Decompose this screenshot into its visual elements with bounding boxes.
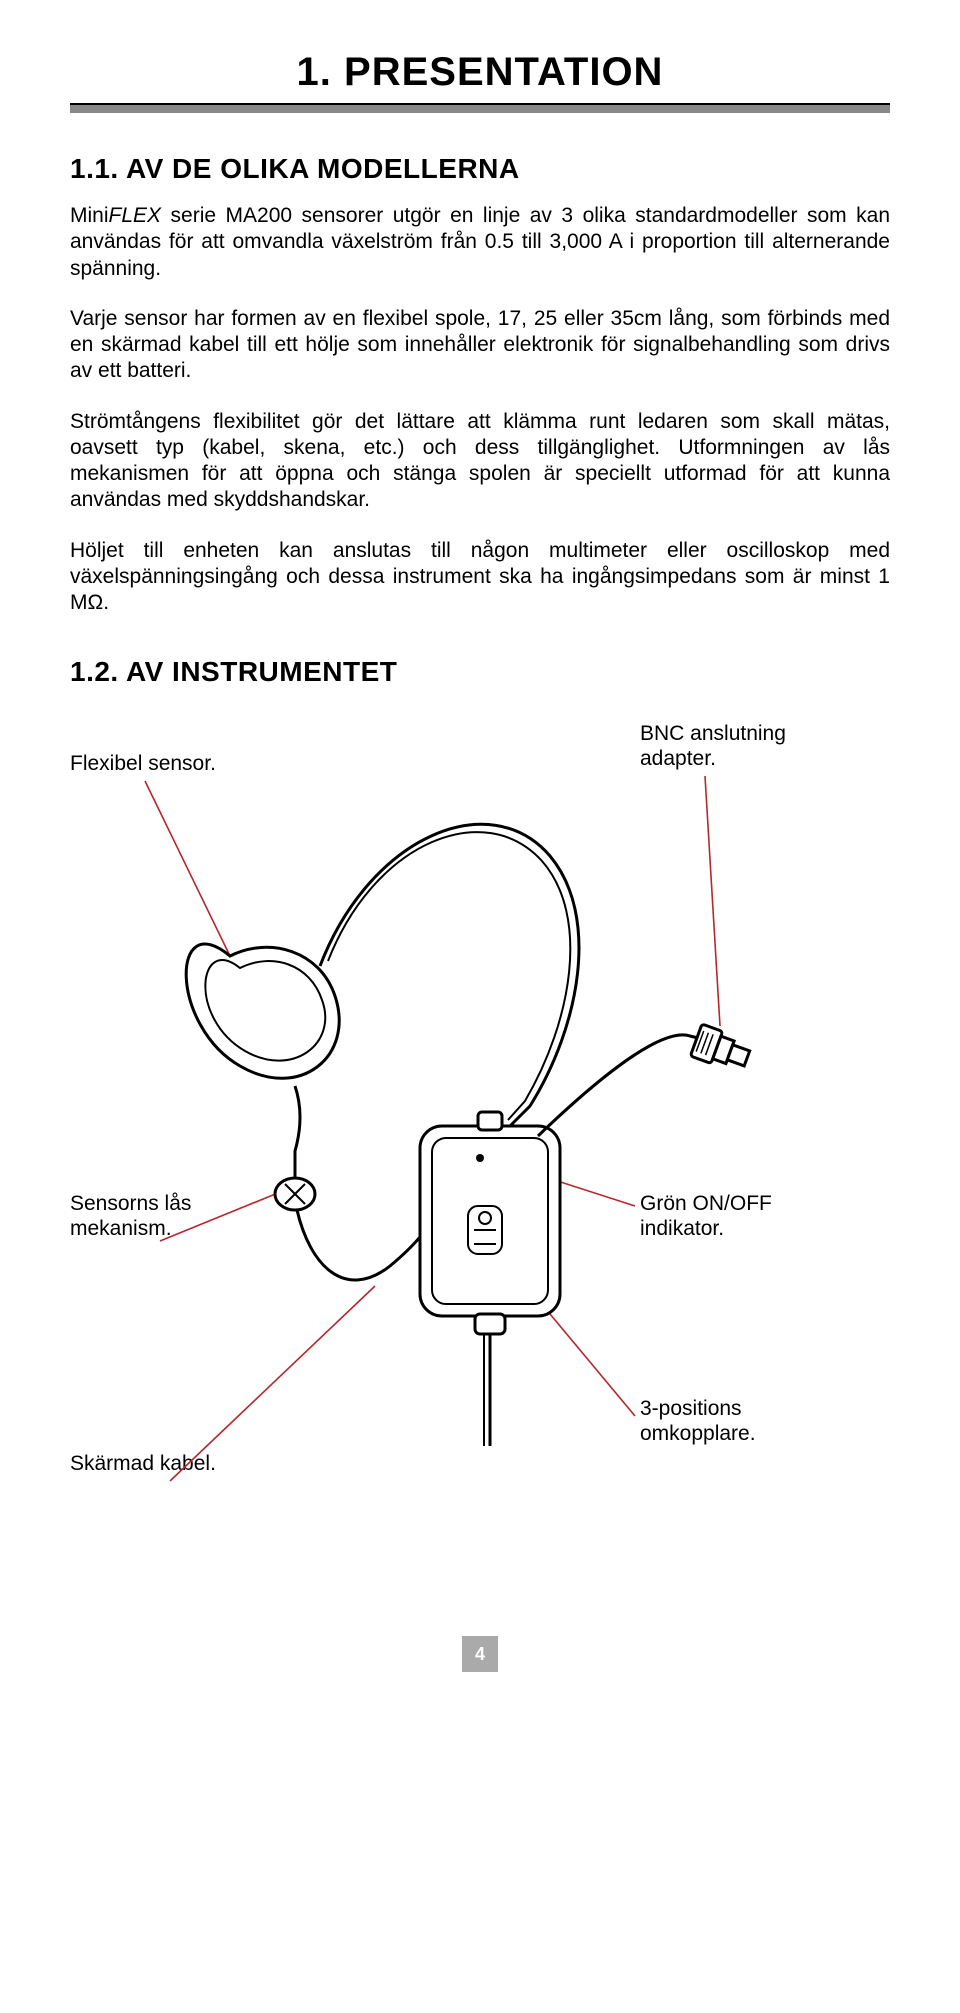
page-number: 4 bbox=[462, 1636, 498, 1672]
section-1-1-p2: Varje sensor har formen av en flexibel s… bbox=[70, 306, 890, 385]
section-1-1-p4: Höljet till enheten kan anslutas till nå… bbox=[70, 538, 890, 617]
p1-part-c: serie MA200 sensorer utgör en linje av 3… bbox=[70, 204, 890, 280]
section-1-1-heading: 1.1. AV DE OLIKA MODELLERNA bbox=[70, 153, 890, 185]
diagram-svg bbox=[70, 706, 890, 1606]
instrument-diagram: Flexibel sensor. BNC anslutning adapter.… bbox=[70, 706, 890, 1606]
p1-part-a: Mini bbox=[70, 204, 109, 227]
section-1-2-heading: 1.2. AV INSTRUMENTET bbox=[70, 656, 890, 688]
title-rule bbox=[70, 103, 890, 113]
p1-part-b: FLEX bbox=[109, 204, 162, 227]
section-1-1-p3: Strömtångens flexibilitet gör det lättar… bbox=[70, 409, 890, 514]
section-1-1-p1: MiniFLEX serie MA200 sensorer utgör en l… bbox=[70, 203, 890, 282]
page-title: 1. PRESENTATION bbox=[70, 50, 890, 95]
